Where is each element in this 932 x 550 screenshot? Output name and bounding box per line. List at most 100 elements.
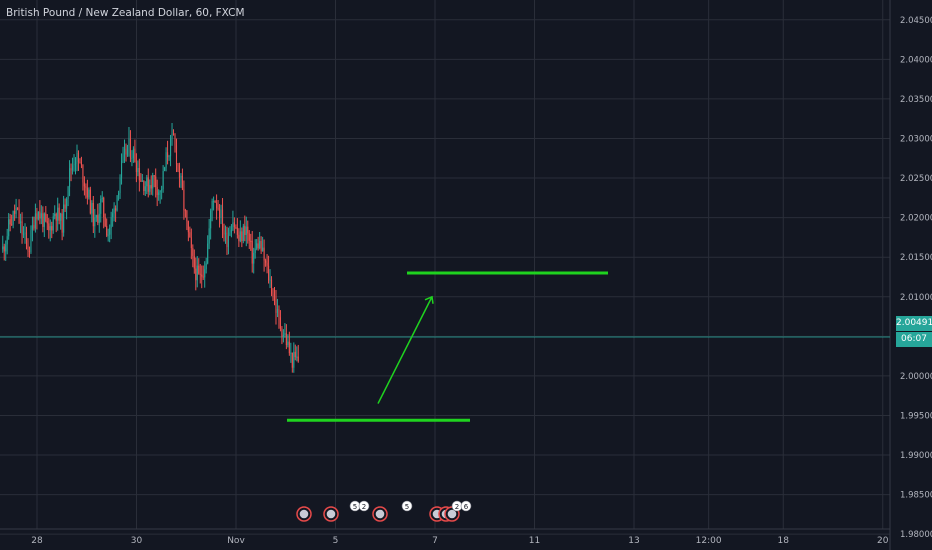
- candle-body: [153, 175, 155, 177]
- candle-body: [6, 236, 8, 245]
- y-tick-label: 2.02500: [900, 174, 932, 184]
- candle-body: [213, 200, 215, 202]
- candle-body: [291, 352, 293, 368]
- candle-body: [155, 176, 157, 188]
- candle-body: [241, 231, 243, 241]
- candle-body: [101, 197, 103, 199]
- y-tick-label: 2.02000: [900, 214, 932, 224]
- candle-body: [202, 276, 204, 278]
- candle-body: [48, 223, 50, 231]
- candle-body: [129, 138, 131, 159]
- candle-body: [82, 165, 84, 183]
- candle-body: [270, 279, 273, 294]
- candle-body: [230, 229, 232, 233]
- candle-body: [66, 198, 68, 209]
- candle-body: [3, 246, 5, 252]
- event-count-label: 2: [455, 503, 459, 511]
- y-tick-label: 2.03000: [900, 134, 932, 144]
- candle-body: [132, 148, 134, 158]
- candle-body: [25, 232, 28, 241]
- candle-body: [40, 213, 42, 219]
- x-tick-label: 11: [529, 536, 540, 546]
- candle-body: [27, 240, 29, 252]
- candle-body: [18, 209, 20, 224]
- candle-body: [170, 138, 172, 157]
- candle-body: [262, 247, 264, 252]
- candle-body: [17, 207, 19, 210]
- candle-body: [15, 207, 17, 214]
- candle-body: [233, 222, 235, 228]
- candle-body: [140, 180, 142, 182]
- chart-title: British Pound / New Zealand Dollar, 60, …: [6, 7, 245, 19]
- candle-body: [37, 211, 39, 220]
- candle-body: [116, 195, 118, 211]
- candle-body: [178, 165, 180, 178]
- candle-body: [294, 351, 296, 358]
- candle-body: [57, 207, 59, 221]
- candle-body: [77, 152, 80, 163]
- candle-body: [205, 263, 207, 270]
- candle-body: [28, 251, 31, 253]
- candle-body: [288, 341, 290, 354]
- candle-body: [125, 148, 127, 155]
- candle-body: [227, 235, 230, 248]
- flag-icon: [375, 509, 385, 519]
- candle-body: [232, 222, 234, 230]
- candle-body: [259, 240, 261, 249]
- y-tick-label: 2.01500: [900, 253, 932, 263]
- candle-body: [189, 232, 191, 238]
- candle-body: [224, 232, 227, 235]
- candle-body: [83, 182, 85, 187]
- candle-body: [63, 204, 65, 233]
- candle-body: [60, 213, 62, 221]
- candle-body: [181, 175, 183, 190]
- x-tick-label: 28: [31, 536, 43, 546]
- candle-body: [293, 351, 295, 368]
- candle-body: [284, 333, 286, 335]
- candle-body: [177, 164, 179, 166]
- candle-body: [242, 225, 244, 241]
- candle-body: [146, 177, 148, 187]
- candle-body: [51, 226, 53, 231]
- x-tick-label: 5: [333, 536, 339, 546]
- candle-body: [229, 232, 231, 236]
- candle-body: [2, 246, 4, 250]
- candle-body: [175, 145, 178, 165]
- candle-body: [86, 187, 88, 198]
- flag-icon: [299, 509, 309, 519]
- y-tick-label: 2.04500: [900, 16, 932, 26]
- event-count-badge: [460, 500, 472, 512]
- candle-body: [195, 268, 197, 281]
- candle-body: [251, 240, 253, 264]
- candle-body: [198, 265, 200, 274]
- candle-body: [172, 133, 175, 135]
- candle-body: [253, 252, 255, 264]
- y-tick-label: 2.00000: [900, 372, 932, 382]
- candle-body: [285, 333, 287, 345]
- candle-body: [167, 152, 169, 158]
- candle-body: [162, 170, 164, 190]
- candle-body: [235, 227, 237, 229]
- candle-body: [190, 237, 192, 249]
- candle-body: [223, 230, 225, 235]
- candle-body: [36, 213, 38, 220]
- candle-body: [138, 168, 140, 181]
- candle-body: [14, 210, 16, 214]
- candle-body: [39, 211, 41, 219]
- candle-body: [31, 225, 33, 231]
- candle-body: [67, 186, 69, 199]
- candle-body: [244, 225, 246, 236]
- candle-body: [110, 217, 112, 229]
- candle-body: [89, 189, 91, 214]
- candle-body: [42, 213, 44, 227]
- candle-body: [272, 293, 274, 298]
- candle-body: [187, 221, 189, 233]
- candle-body: [183, 189, 185, 211]
- candle-body: [216, 202, 218, 209]
- candle-body: [287, 341, 289, 345]
- candle-body: [226, 232, 228, 248]
- candle-body: [70, 168, 72, 171]
- candle-body: [207, 243, 209, 264]
